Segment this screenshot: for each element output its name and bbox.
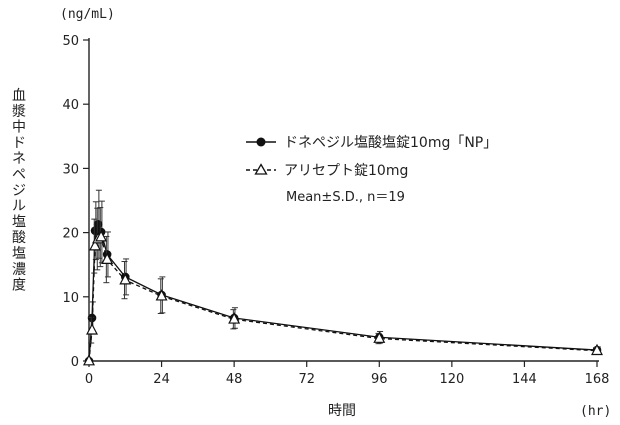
data-point-aricept — [119, 273, 132, 285]
legend: ドネペジル塩酸塩錠10mg「NP」 アリセプト錠10mg Mean±S.D., … — [246, 135, 497, 205]
y-tick-label: 10 — [62, 291, 79, 306]
data-point-np — [93, 219, 103, 229]
legend-label-aricept: アリセプト錠10mg — [284, 163, 408, 179]
data-point-aricept — [83, 354, 95, 366]
y-axis-unit: (ng/mL) — [60, 7, 115, 22]
x-tick-label: 96 — [371, 372, 388, 387]
series-1 — [83, 207, 603, 366]
data-point-aricept — [155, 289, 168, 301]
y-axis-label-char: ネ — [12, 151, 26, 167]
x-tick-label: 0 — [85, 372, 93, 387]
axes: 0 10 20 30 40 50 0 24 48 72 96 120 144 168 — [62, 34, 609, 387]
data-point-aricept — [373, 331, 386, 343]
legend-note: Mean±S.D., n＝19 — [286, 190, 405, 205]
legend-label-np: ドネペジル塩酸塩錠10mg「NP」 — [284, 135, 497, 151]
data-point-aricept — [228, 312, 241, 324]
y-axis-label-char: ル — [12, 199, 26, 215]
x-tick-label: 144 — [512, 372, 537, 387]
y-axis-label-char: 塩 — [12, 214, 26, 230]
legend-marker-aricept — [254, 163, 268, 175]
x-tick-label: 72 — [298, 372, 315, 387]
data-point-aricept — [101, 252, 114, 264]
data-point-aricept — [86, 323, 99, 335]
x-tick-label: 120 — [439, 372, 464, 387]
y-axis-label-char: 度 — [12, 278, 26, 294]
x-tick-label: 168 — [585, 372, 610, 387]
series-0 — [84, 189, 602, 366]
y-tick-label: 50 — [62, 34, 79, 49]
y-tick-label: 0 — [71, 355, 79, 370]
y-axis-label-char: ペ — [12, 167, 26, 183]
x-tick-label: 48 — [226, 372, 243, 387]
y-axis-label-char: ジ — [12, 183, 26, 199]
y-axis-label-char: 酸 — [12, 230, 26, 246]
data-point-aricept — [89, 239, 102, 251]
y-tick-label: 40 — [62, 98, 79, 113]
y-tick-label: 20 — [62, 227, 79, 242]
y-tick-label: 30 — [62, 162, 79, 177]
plot-area — [83, 189, 603, 366]
x-tick-label: 24 — [153, 372, 170, 387]
y-axis-label-char: 漿 — [12, 104, 26, 120]
y-axis-label-char: 塩 — [12, 246, 26, 262]
data-point-aricept — [591, 343, 603, 356]
legend-marker-np — [256, 137, 266, 147]
y-axis-label-char: ド — [12, 135, 26, 151]
x-axis-unit: (hr) — [580, 404, 611, 419]
y-axis-label-char: 中 — [12, 120, 26, 136]
y-axis-label-char: 濃 — [12, 262, 26, 278]
y-axis-label-char: 血 — [12, 88, 26, 104]
x-axis-label: 時間 — [328, 403, 356, 419]
data-point-aricept — [95, 230, 108, 242]
